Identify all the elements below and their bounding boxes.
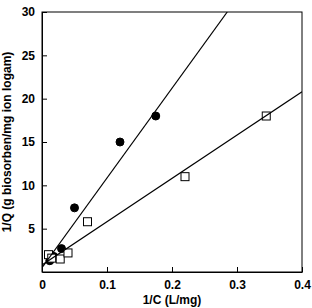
point: [56, 255, 64, 263]
tick: 0.4: [294, 267, 311, 292]
tick-label: 10: [22, 179, 36, 193]
tick: 5: [28, 222, 47, 236]
tick: 0.1: [99, 267, 116, 292]
chart: 0 0.1 0.2 0.3 0.4 5 10 15 20 25 30 1/C (L/mg) 1/Q (g…: [0, 0, 312, 308]
tick-mark: [237, 267, 238, 272]
point: [84, 218, 92, 226]
tick-mark: [42, 55, 47, 56]
x-axis-title: 1/C (L/mg): [143, 293, 202, 307]
y-axis-title: 1/Q (g biosorben/mg ion logam): [0, 52, 14, 233]
plot: 0 0.1 0.2 0.3 0.4 5 10 15 20 25 30: [22, 5, 312, 291]
tick: 30: [22, 5, 47, 19]
tick-label: 0.1: [99, 278, 116, 292]
plot-frame: [42, 12, 302, 272]
tick: 25: [22, 49, 47, 63]
tick-mark: [42, 229, 47, 230]
tick: 15: [22, 135, 47, 149]
point: [181, 173, 189, 181]
tick-mark: [42, 185, 47, 186]
tick-label: 20: [22, 92, 36, 106]
tick-label: 0.2: [164, 278, 181, 292]
tick-label: 0: [39, 278, 46, 292]
marks: [42, 12, 302, 268]
tick-mark: [42, 142, 47, 143]
tick-mark: [42, 99, 47, 100]
tick-label: 0.3: [229, 278, 246, 292]
tick-mark: [172, 267, 173, 272]
point: [71, 204, 79, 212]
axis-line: [43, 272, 303, 273]
tick: 20: [22, 92, 47, 106]
fit-line: [42, 12, 227, 268]
tick-mark: [302, 267, 303, 272]
tick-label: 30: [22, 5, 36, 19]
tick-label: 5: [28, 222, 35, 236]
tick-label: 0.4: [294, 278, 311, 292]
tick-label: 15: [22, 135, 36, 149]
tick: 0.2: [164, 267, 181, 292]
fit-line: [42, 92, 302, 265]
tick: 10: [22, 179, 47, 193]
y-axis: 5 10 15 20 25 30: [22, 5, 47, 272]
tick-label: 25: [22, 49, 36, 63]
tick-mark: [107, 267, 108, 272]
point: [116, 138, 124, 146]
point: [152, 112, 160, 120]
tick: 0.3: [229, 267, 246, 292]
tick-mark: [42, 12, 47, 13]
x-axis: 0 0.1 0.2 0.3 0.4: [39, 267, 311, 292]
